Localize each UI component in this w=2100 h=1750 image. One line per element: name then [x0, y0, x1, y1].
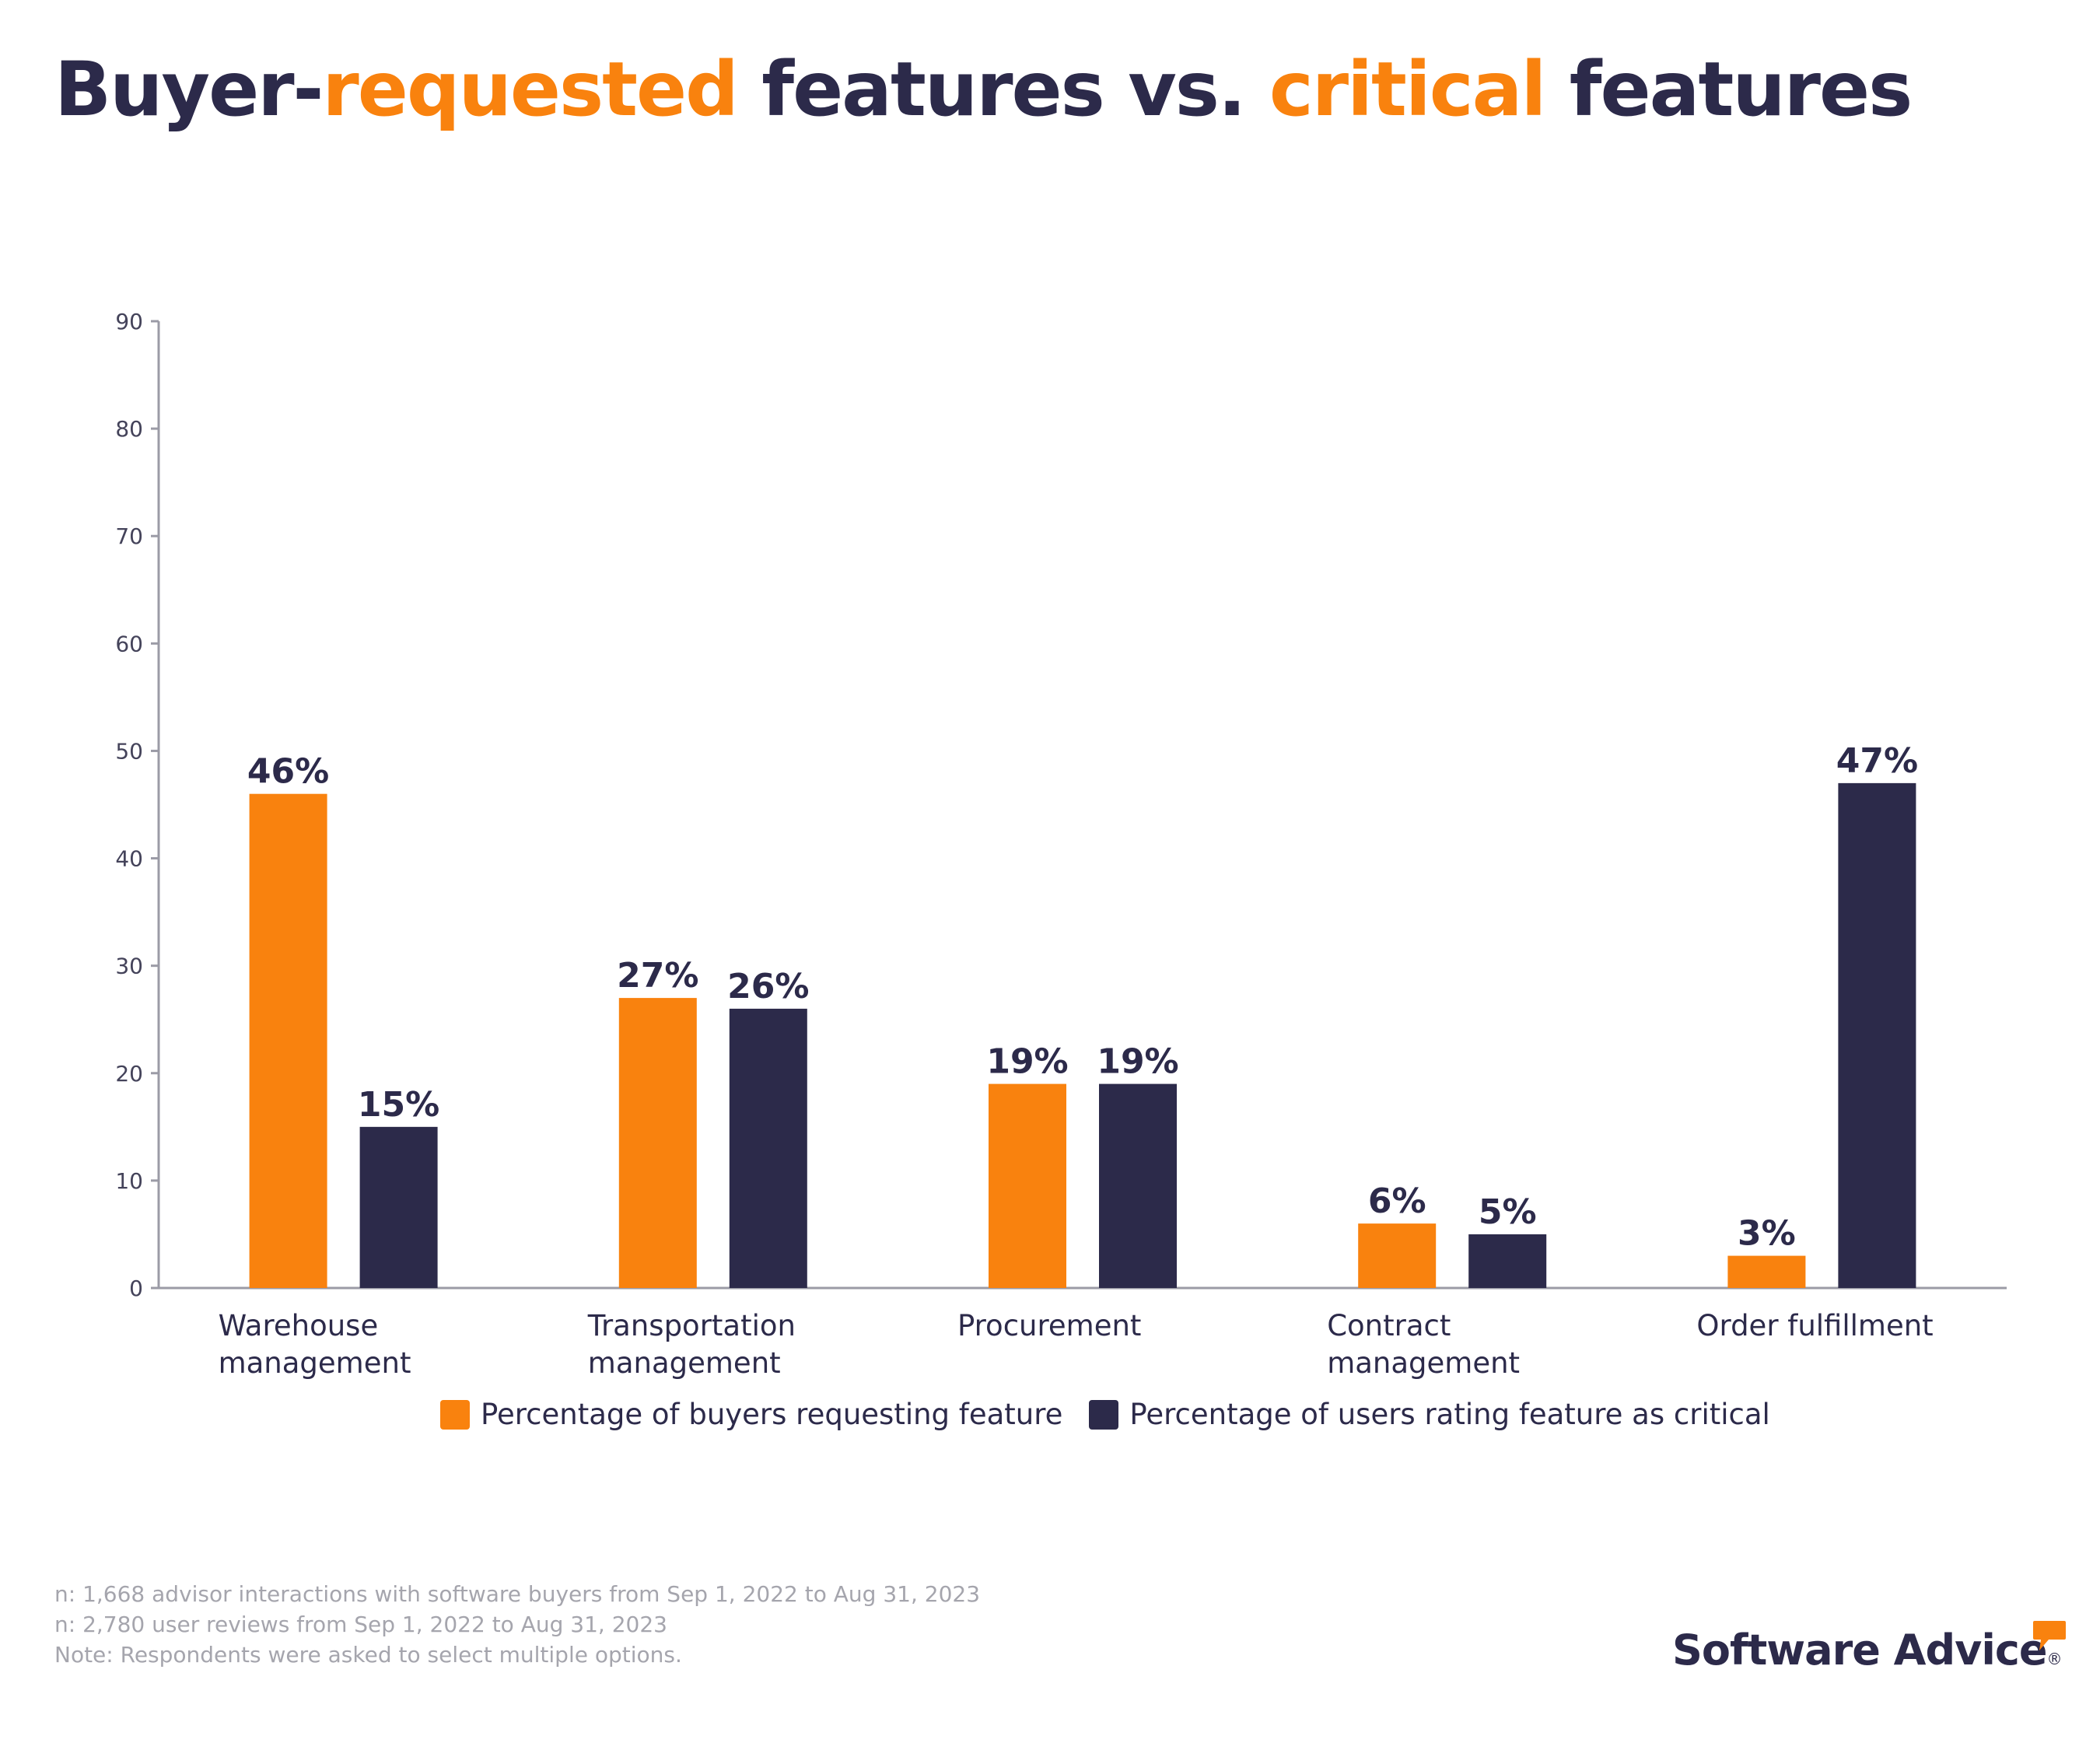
title-part-5: features	[1545, 46, 1913, 133]
legend-swatch-orange	[440, 1399, 470, 1430]
footnote-reviews: n: 2,780 user reviews from Sep 1, 2022 t…	[54, 1612, 667, 1637]
legend-item-critical: Percentage of users rating feature as cr…	[1089, 1398, 1770, 1431]
legend-swatch-navy	[1089, 1399, 1119, 1430]
y-tick-label: 90	[115, 309, 143, 334]
y-tick-label: 10	[115, 1168, 143, 1194]
y-tick-label: 30	[115, 954, 143, 979]
title-accent-requested: requested	[322, 46, 738, 133]
footnote-buyers: n: 1,668 advisor interactions with softw…	[54, 1581, 981, 1607]
bar-data-label: 19%	[1097, 1042, 1178, 1082]
bar-critical	[1099, 1083, 1177, 1288]
footnote-note: Note: Respondents were asked to select m…	[54, 1642, 682, 1668]
bar-data-label: 6%	[1368, 1181, 1426, 1221]
legend-item-requested: Percentage of buyers requesting feature	[440, 1398, 1062, 1431]
title-part-1: Buyer-	[54, 46, 324, 133]
legend-label-requested: Percentage of buyers requesting feature	[481, 1398, 1063, 1431]
bar-data-label: 47%	[1836, 741, 1918, 781]
category-label: Warehouse	[219, 1309, 379, 1342]
bar-data-label: 46%	[247, 752, 329, 792]
y-tick-label: 40	[115, 846, 143, 872]
bar-critical	[1468, 1234, 1547, 1288]
bar-data-label: 27%	[617, 956, 698, 996]
data-labels: 46% 15% 27% 26% 19% 19% 6% 5% 3% 47%	[247, 741, 1918, 1254]
bar-requested	[618, 998, 697, 1288]
y-tick-label: 20	[115, 1061, 143, 1087]
y-tick-label: 60	[115, 631, 143, 656]
category-label: management	[219, 1346, 411, 1380]
title-part-3: features vs.	[737, 46, 1269, 133]
brand-logo: Software Advice®	[1672, 1626, 2062, 1675]
y-axis: 0 10 20 30 40 50 60 70 80 90	[115, 309, 160, 1301]
legend-label-critical: Percentage of users rating feature as cr…	[1129, 1398, 1770, 1431]
speech-bubble-icon	[2033, 1621, 2066, 1650]
bar-requested	[1727, 1255, 1806, 1288]
brand-trademark: ®	[2046, 1650, 2062, 1668]
y-tick-label: 0	[129, 1276, 143, 1301]
category-label: Transportation	[587, 1309, 796, 1342]
bar-critical	[359, 1126, 438, 1288]
brand-name: Software Advice	[1672, 1626, 2047, 1675]
category-label: Contract	[1327, 1309, 1451, 1342]
bar-data-label: 15%	[358, 1085, 439, 1125]
legend: Percentage of buyers requesting feature …	[440, 1398, 1797, 1431]
footnotes: n: 1,668 advisor interactions with softw…	[54, 1579, 980, 1670]
category-label: management	[1327, 1346, 1520, 1380]
bar-requested	[989, 1083, 1066, 1288]
category-label: Procurement	[957, 1309, 1141, 1342]
y-tick-label: 80	[115, 416, 143, 442]
category-labels: Warehouse management Transportation managem…	[219, 1309, 1934, 1380]
category-label: management	[588, 1346, 781, 1380]
category-label: Order fulfillment	[1696, 1309, 1933, 1342]
bar-data-label: 19%	[986, 1042, 1068, 1082]
chart-title: Buyer-requested features vs. critical fe…	[54, 45, 1913, 135]
y-tick-label: 50	[115, 738, 143, 764]
bar-critical	[1838, 782, 1916, 1288]
bar-data-label: 26%	[727, 967, 809, 1006]
bar-data-label: 3%	[1738, 1214, 1796, 1254]
bars	[249, 782, 1916, 1288]
bar-data-label: 5%	[1479, 1192, 1537, 1232]
y-tick-label: 70	[115, 523, 143, 549]
title-accent-critical: critical	[1269, 46, 1547, 133]
bar-requested	[249, 793, 327, 1288]
bar-chart: 0 10 20 30 40 50 60 70 80 90 46% 15% 27% 26% 19% 19% 6%…	[115, 309, 2007, 1380]
bar-critical	[729, 1008, 807, 1288]
bar-requested	[1358, 1223, 1437, 1288]
